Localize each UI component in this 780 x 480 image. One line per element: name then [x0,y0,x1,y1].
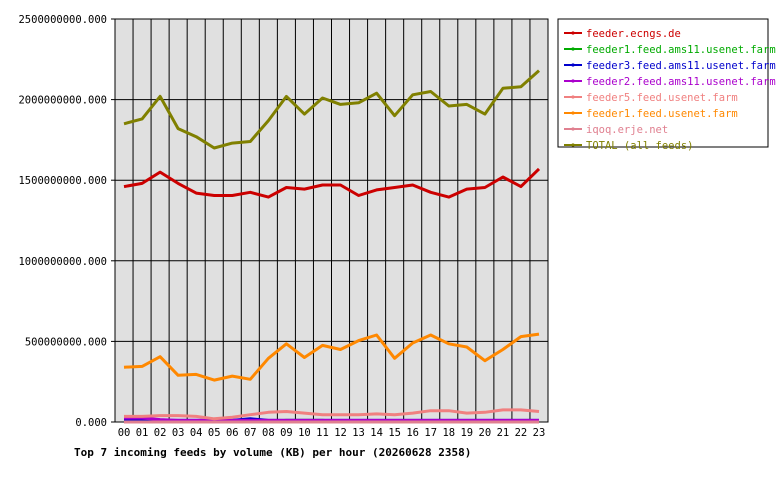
x-tick-label: 17 [424,427,437,439]
vertical-gridlines [132,19,531,422]
x-tick-label: 20 [479,427,492,439]
x-tick-label: 18 [442,427,455,439]
legend-marker [571,95,575,99]
legend: feeder.ecngs.de feeder1.feed.ams11.usenet… [557,18,776,152]
x-tick-label: 00 [118,427,131,439]
y-tick-label: 2500000000.000 [18,14,107,26]
legend-marker [571,63,575,67]
x-tick-label: 07 [244,427,257,439]
x-axis-ticks: 00 01 02 03 04 05 06 07 08 09 10 11 12 13 14 15 16 17 18 19… [118,427,546,439]
legend-label: feeder3.feed.ams11.usenet.farm [586,60,776,72]
x-tick-label: 14 [370,427,383,439]
legend-label: feeder.ecngs.de [586,28,681,40]
series-lines [123,69,541,424]
x-tick-label: 22 [515,427,528,439]
x-tick-label: 23 [533,427,546,439]
x-tick-label: 12 [334,427,347,439]
y-axis-ticks: 0.000 500000000.000 1000000000.000 15000000… [18,14,115,429]
y-tick-label: 500000000.000 [25,336,107,348]
legend-label: TOTAL (all feeds) [586,140,693,152]
legend-marker [571,143,575,147]
x-tick-label: 02 [154,427,167,439]
x-tick-label: 16 [406,427,419,439]
legend-marker [571,31,575,35]
x-tick-label: 13 [352,427,365,439]
x-tick-label: 21 [497,427,510,439]
series-line-4 [124,416,539,422]
y-tick-label: 1000000000.000 [18,256,107,268]
x-tick-label: 03 [172,427,185,439]
legend-marker [571,79,575,83]
x-tick-label: 06 [226,427,239,439]
x-tick-label: 01 [136,427,149,439]
series-line-5 [124,408,540,421]
x-tick-label: 11 [316,427,329,439]
series-line-8 [123,69,540,150]
legend-marker [571,111,575,115]
legend-label: feeder2.feed.ams11.usenet.farm [586,76,776,88]
y-tick-label: 0.000 [75,417,107,429]
legend-marker [571,47,575,51]
legend-label: iqoq.erje.net [586,124,668,136]
x-tick-label: 10 [298,427,311,439]
x-tick-label: 19 [460,427,473,439]
legend-label: feeder5.feed.usenet.farm [586,92,738,104]
legend-box [557,18,769,148]
series-line-1 [123,167,541,199]
y-tick-label: 2000000000.000 [18,95,107,107]
x-tick-label: 08 [262,427,275,439]
legend-marker [571,127,575,131]
y-tick-label: 1500000000.000 [18,175,107,187]
chart-title: Top 7 incoming feeds by volume (KB) per … [74,446,471,459]
series-line-6 [123,332,540,382]
legend-label: feeder1.feed.usenet.farm [586,108,738,120]
x-tick-label: 04 [190,427,203,439]
legend-label: feeder1.feed.ams11.usenet.farm [586,44,776,56]
x-tick-label: 05 [208,427,221,439]
x-tick-label: 09 [280,427,293,439]
x-tick-label: 15 [388,427,401,439]
